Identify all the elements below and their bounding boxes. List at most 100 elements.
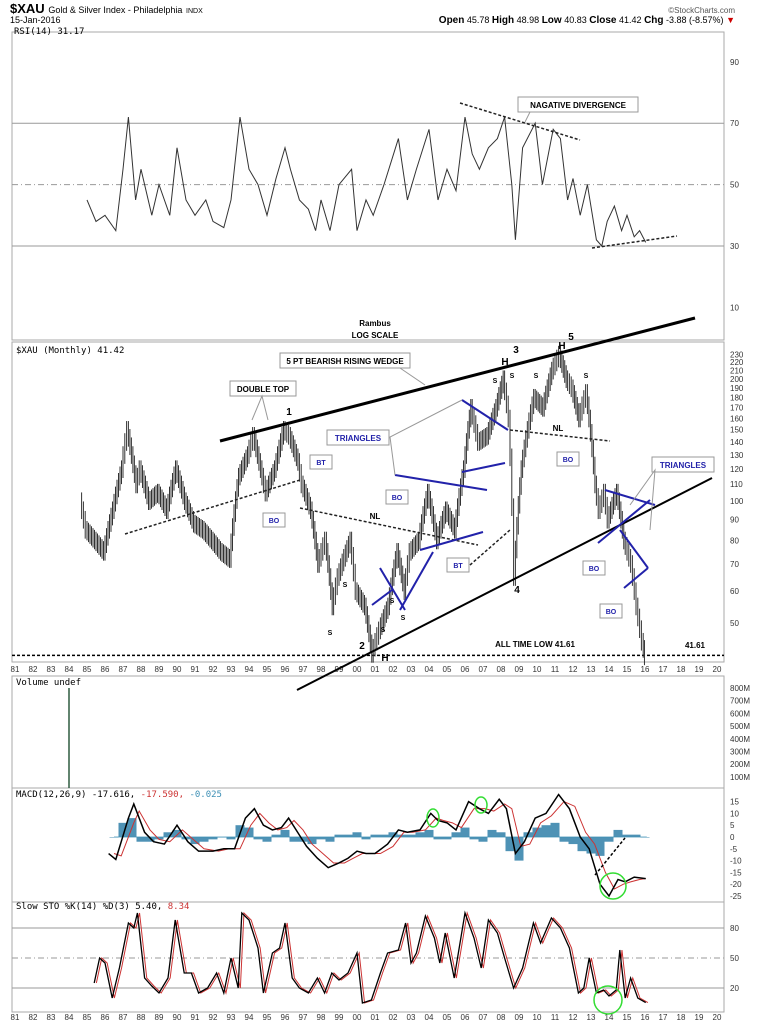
bt-label: BT [453, 563, 463, 570]
macd-histogram-bar [388, 832, 398, 837]
triangle-line [597, 499, 651, 544]
volume-tick: 600M [730, 709, 750, 718]
sto-legend: Slow STO %K(14) %D(3) 5.40, 8.34 [16, 902, 189, 912]
open-value: 45.78 [466, 15, 490, 25]
x-axis-top-label: 08 [497, 665, 506, 674]
x-axis-top-label: 92 [209, 665, 218, 674]
trend-line-dashed [509, 429, 611, 442]
x-axis-top-label: 83 [47, 665, 56, 674]
rsi-divergence-line [459, 102, 581, 141]
macd-histogram-bar [424, 829, 434, 837]
macd-tick: -25 [730, 892, 742, 901]
macd-histogram-bar [325, 837, 335, 842]
x-axis-bottom-label: 08 [497, 1013, 506, 1022]
panel-frame-3 [11, 787, 725, 903]
macd-histogram-bar [505, 837, 515, 852]
shoulder-label: S [381, 627, 386, 634]
callout-line [389, 399, 463, 476]
macd-histogram-bar [370, 834, 380, 837]
wave-point-label: 3 [513, 345, 519, 356]
macd-histogram-bar [442, 837, 452, 840]
macd-value: -17.616, [91, 790, 136, 800]
x-axis-bottom-label: 03 [407, 1013, 416, 1022]
highlight-circle [599, 872, 627, 900]
wedge-lower-line [296, 477, 713, 691]
x-axis-top-label: 89 [155, 665, 164, 674]
x-axis-top-label: 15 [623, 665, 632, 674]
x-axis-bottom-label: 88 [137, 1013, 146, 1022]
triangle-line [379, 567, 406, 611]
sto-tick: 80 [730, 924, 739, 933]
x-axis-bottom-label: 20 [713, 1013, 722, 1022]
macd-dashed-line [594, 837, 626, 876]
price-tick: 150 [730, 426, 744, 435]
macd-histogram-bar [577, 837, 587, 852]
close-label: Close [589, 15, 617, 26]
macd-histogram-bar [316, 837, 326, 840]
macd-histogram-bar [469, 837, 479, 840]
rsi-legend: RSI(14) 31.17 [14, 27, 85, 37]
macd-histogram-bar [199, 837, 209, 842]
volume-tick: 200M [730, 760, 750, 769]
symbol: $XAU [10, 1, 45, 16]
x-axis-top-label: 16 [641, 665, 650, 674]
x-axis-top-label: 96 [281, 665, 290, 674]
low-value: 40.83 [564, 15, 587, 25]
k-value: 5.40, [135, 902, 163, 912]
trend-line-dashed [124, 479, 301, 535]
x-axis-bottom-label: 81 [11, 1013, 20, 1022]
macd-histogram-bar [145, 837, 155, 842]
bo-box [582, 560, 606, 576]
brand: ©StockCharts.com [668, 6, 735, 15]
chg-label: Chg [644, 15, 664, 26]
macd-histogram-bar [154, 837, 164, 840]
macd-histogram-bar [379, 834, 389, 837]
macd-tick: -15 [730, 868, 742, 877]
bo-box [385, 489, 409, 505]
macd-histogram-bar [406, 834, 416, 837]
d-value: 8.34 [167, 902, 190, 912]
macd-histogram-bar [253, 837, 263, 840]
x-axis-top-label: 20 [713, 665, 722, 674]
high-value: 48.98 [516, 15, 540, 25]
shoulder-label: S [390, 598, 395, 605]
x-axis-bottom-label: 07 [479, 1013, 488, 1022]
signal-value: -17.590, [140, 790, 185, 800]
x-axis-bottom-label: 92 [209, 1013, 218, 1022]
x-axis-bottom-label: 94 [245, 1013, 254, 1022]
price-tick: 120 [730, 465, 744, 474]
x-axis-bottom-label: 85 [83, 1013, 92, 1022]
bt-box [446, 557, 470, 573]
volume-tick: 500M [730, 722, 750, 731]
price-tick: 110 [730, 480, 743, 489]
bo-box [262, 512, 286, 528]
low-label: Low [541, 15, 562, 26]
x-axis-top-label: 00 [353, 665, 362, 674]
x-axis-bottom-label: 09 [515, 1013, 524, 1022]
macd-histogram-bar [172, 829, 182, 837]
price-tick: 170 [730, 404, 744, 413]
triangle-line [461, 399, 509, 431]
hist-value: -0.025 [189, 790, 222, 800]
x-axis-bottom-label: 05 [443, 1013, 452, 1022]
x-axis-bottom-label: 13 [587, 1013, 596, 1022]
macd-histogram-bar [271, 834, 281, 837]
head-label: H [501, 357, 508, 368]
bt-label: BT [316, 460, 326, 467]
double-top-label: DOUBLE TOP [237, 385, 290, 394]
macd-histogram-bar [307, 837, 317, 845]
price-tick: 180 [730, 394, 744, 403]
x-axis-top-label: 14 [605, 665, 614, 674]
x-axis-top-label: 19 [695, 665, 704, 674]
x-axis-bottom-label: 93 [227, 1013, 236, 1022]
macd-histogram-bar [334, 834, 344, 837]
chart-title: $XAU Gold & Silver Index - Philadelphia … [10, 1, 203, 16]
price-tick: 90 [730, 516, 739, 525]
x-axis-top-label: 01 [371, 665, 380, 674]
price-tick: 100 [730, 497, 744, 506]
rsi-support-line [591, 235, 678, 249]
rambus-label: Rambus [359, 319, 391, 328]
macd-histogram-bar [208, 837, 218, 840]
x-axis-bottom-label: 95 [263, 1013, 272, 1022]
